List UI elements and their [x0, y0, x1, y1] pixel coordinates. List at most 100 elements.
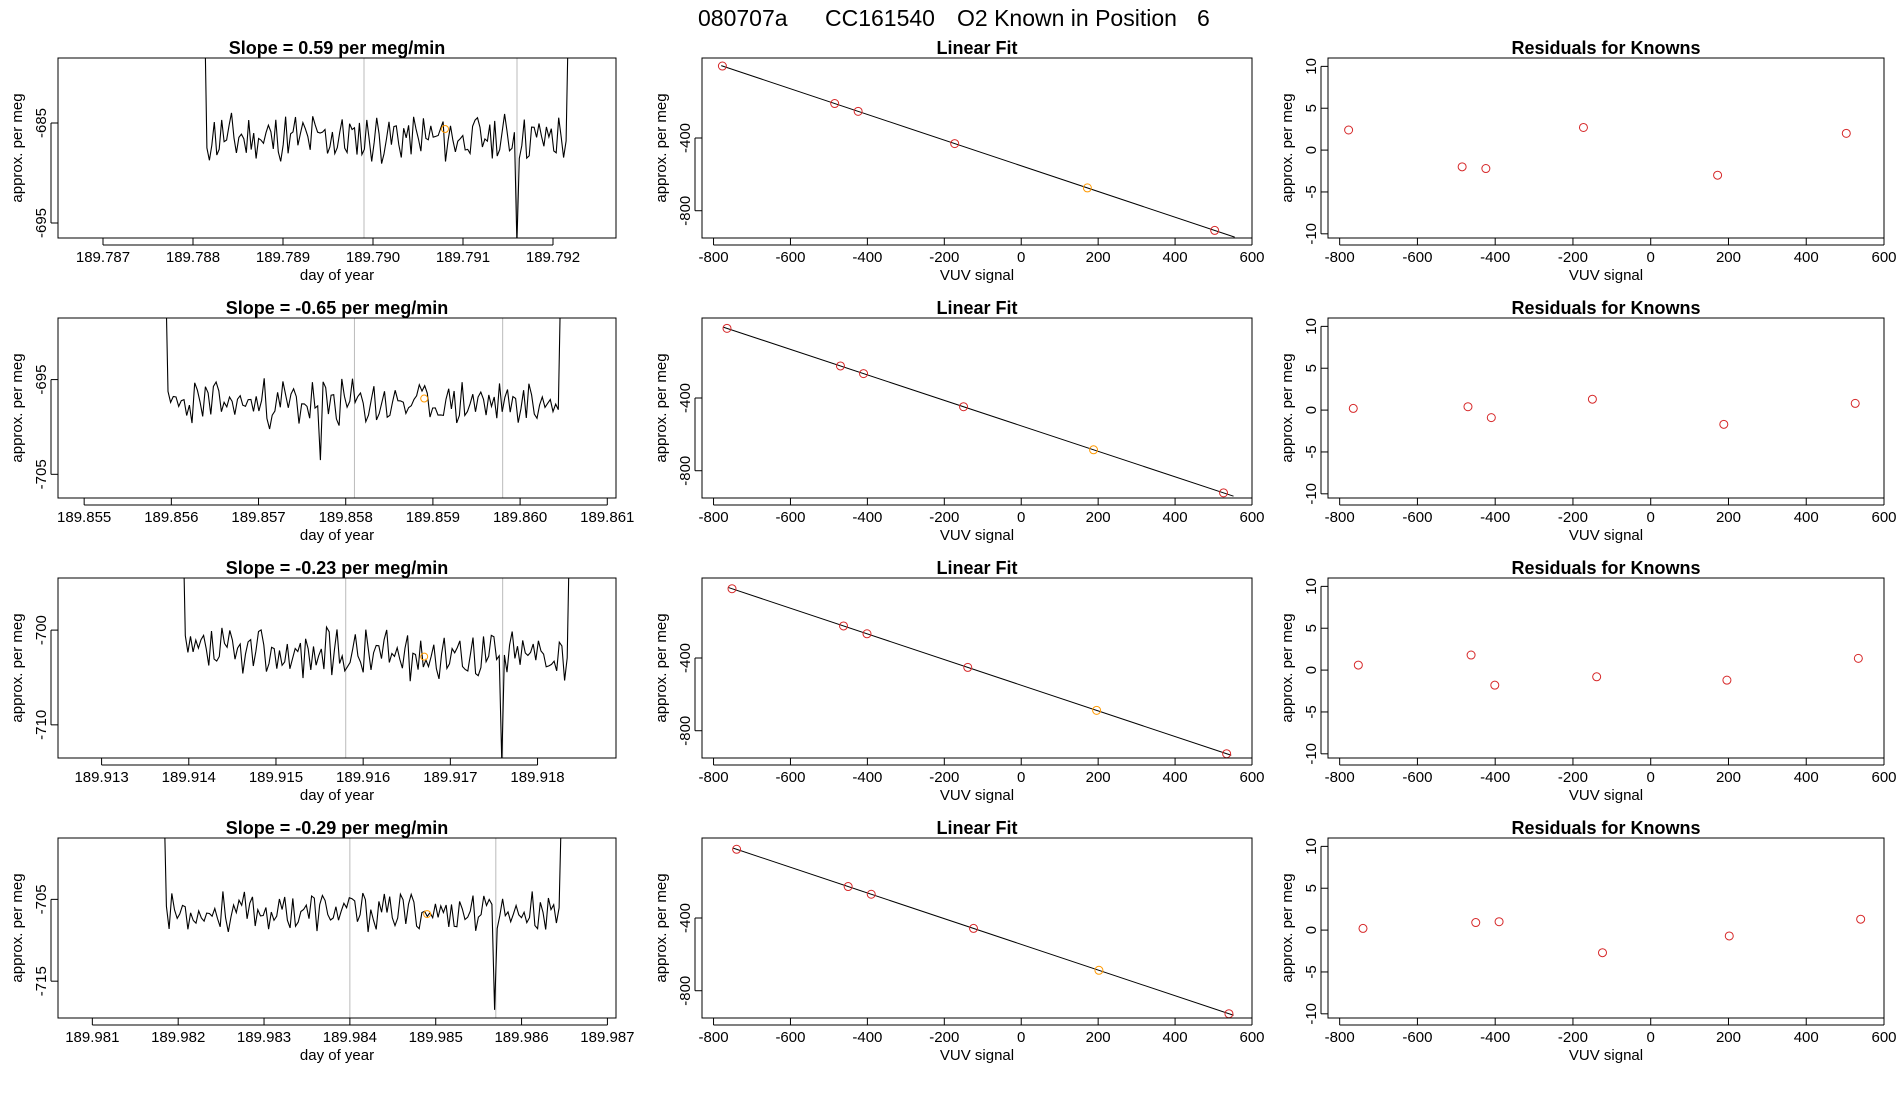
time-series-line	[204, 58, 569, 238]
panel-3-1: Slope = -0.23 per meg/min 189.913 189.914 1…	[9, 558, 617, 804]
x-tick-label: 189.916	[336, 769, 390, 786]
panel-title: Slope = -0.29 per meg/min	[226, 818, 449, 838]
y-tick-label: 5	[1303, 104, 1320, 112]
x-tick-label: -600	[775, 509, 805, 526]
residual-point	[1494, 917, 1504, 927]
x-tick-label: 189.860	[493, 509, 547, 526]
y-tick-label: -10	[1303, 1003, 1320, 1025]
x-tick-label: -400	[852, 769, 882, 786]
x-tick-label: 189.858	[319, 509, 373, 526]
x-axis-title: VUV signal	[1569, 1047, 1643, 1064]
x-tick-label: 400	[1794, 769, 1819, 786]
x-tick-label: -400	[852, 249, 882, 266]
x-tick-label: -200	[1558, 509, 1588, 526]
y-tick-label: -5	[1303, 705, 1320, 718]
flagged-point	[441, 125, 449, 133]
x-tick-label: 189.985	[409, 1029, 463, 1046]
x-tick-label: -200	[1558, 249, 1588, 266]
plot-area	[727, 584, 1232, 758]
x-axis-title: day of year	[300, 527, 374, 544]
x-tick-label: 189.915	[249, 769, 303, 786]
residual-point	[1481, 164, 1491, 174]
residual-point	[1722, 675, 1732, 685]
x-tick-label: 600	[1871, 249, 1896, 266]
fit-line	[721, 65, 1235, 238]
panel-title: Residuals for Knowns	[1511, 298, 1700, 318]
residual-point	[1457, 162, 1467, 172]
plot-frame	[1327, 837, 1885, 1019]
plot-area	[1348, 394, 1860, 429]
y-axis-title: approx. per meg	[9, 93, 26, 202]
residual-point	[1578, 122, 1588, 132]
x-tick-label: 400	[1163, 1029, 1188, 1046]
x-tick-label: -800	[1325, 509, 1355, 526]
residual-point	[1841, 128, 1851, 138]
x-tick-label: 0	[1017, 769, 1025, 786]
plot-frame	[701, 317, 1253, 499]
x-tick-label: 189.792	[526, 249, 580, 266]
panel-1-2: Linear Fit -800 -600 -400 -200 0 200 400 600 -400…	[653, 38, 1265, 284]
x-tick-label: 0	[1017, 1029, 1025, 1046]
y-axis-title: approx. per meg	[1279, 613, 1296, 722]
plot-frame	[1327, 577, 1885, 759]
y-tick-label: 0	[1303, 926, 1320, 934]
y-axis-title: approx. per meg	[1279, 873, 1296, 982]
known-point	[732, 844, 742, 854]
time-series-line	[164, 838, 562, 1010]
x-axis-title: VUV signal	[940, 527, 1014, 544]
residual-point	[1344, 125, 1354, 135]
x-tick-label: 189.789	[256, 249, 310, 266]
known-point	[950, 139, 960, 149]
x-tick-label: -400	[1480, 249, 1510, 266]
fit-line	[727, 586, 1232, 756]
x-tick-label: 200	[1086, 509, 1111, 526]
panel-3-3: Residuals for Knowns -800 -600 -400 -200 0 200…	[1279, 558, 1897, 804]
y-tick-label: -400	[677, 383, 694, 413]
x-tick-label: 200	[1716, 1029, 1741, 1046]
header-cylinder: CC161540	[825, 5, 935, 31]
x-tick-label: 189.983	[237, 1029, 291, 1046]
header-description: O2 Known in Position	[957, 5, 1177, 31]
x-tick-label: -600	[775, 769, 805, 786]
plot-frame	[701, 837, 1253, 1019]
x-tick-label: 189.859	[406, 509, 460, 526]
x-tick-label: 400	[1794, 509, 1819, 526]
y-tick-label: -400	[677, 643, 694, 673]
x-tick-label: -600	[775, 1029, 805, 1046]
x-tick-label: -400	[1480, 1029, 1510, 1046]
panel-title: Linear Fit	[936, 38, 1017, 58]
header-date: 080707a	[698, 5, 788, 31]
x-tick-label: 189.856	[144, 509, 198, 526]
panel-2-1: Slope = -0.65 per meg/min 189.855 189.856 1…	[9, 298, 634, 544]
y-tick-label: 10	[1303, 318, 1320, 335]
x-tick-label: -600	[1402, 769, 1432, 786]
panel-1-1: Slope = 0.59 per meg/min 189.787 189.788 18…	[9, 38, 617, 284]
x-axis-title: VUV signal	[1569, 787, 1643, 804]
x-tick-label: 600	[1239, 769, 1264, 786]
x-tick-label: -400	[852, 1029, 882, 1046]
y-tick-label: -800	[677, 716, 694, 746]
x-tick-label: -200	[929, 769, 959, 786]
x-axis-title: day of year	[300, 267, 374, 284]
y-tick-label: -695	[33, 365, 50, 395]
y-tick-label: -800	[677, 196, 694, 226]
x-tick-label: -800	[699, 769, 729, 786]
plot-frame	[701, 577, 1253, 759]
y-axis-title: approx. per meg	[653, 873, 670, 982]
x-tick-label: -600	[1402, 1029, 1432, 1046]
x-axis-title: VUV signal	[940, 1047, 1014, 1064]
x-tick-label: -600	[1402, 509, 1432, 526]
flagged-point	[420, 652, 429, 661]
panel-title: Residuals for Knowns	[1511, 558, 1700, 578]
y-tick-label: -400	[677, 903, 694, 933]
known-point	[862, 629, 872, 639]
time-series-line	[165, 318, 561, 461]
known-point	[859, 369, 869, 379]
panel-2-3: Residuals for Knowns -800 -600 -400 -200 0 200…	[1279, 298, 1897, 544]
plot-area	[722, 323, 1234, 498]
y-tick-label: 5	[1303, 624, 1320, 632]
panel-title: Residuals for Knowns	[1511, 38, 1700, 58]
y-axis-title: approx. per meg	[9, 353, 26, 462]
x-tick-label: 189.987	[580, 1029, 634, 1046]
plot-area	[717, 61, 1235, 238]
